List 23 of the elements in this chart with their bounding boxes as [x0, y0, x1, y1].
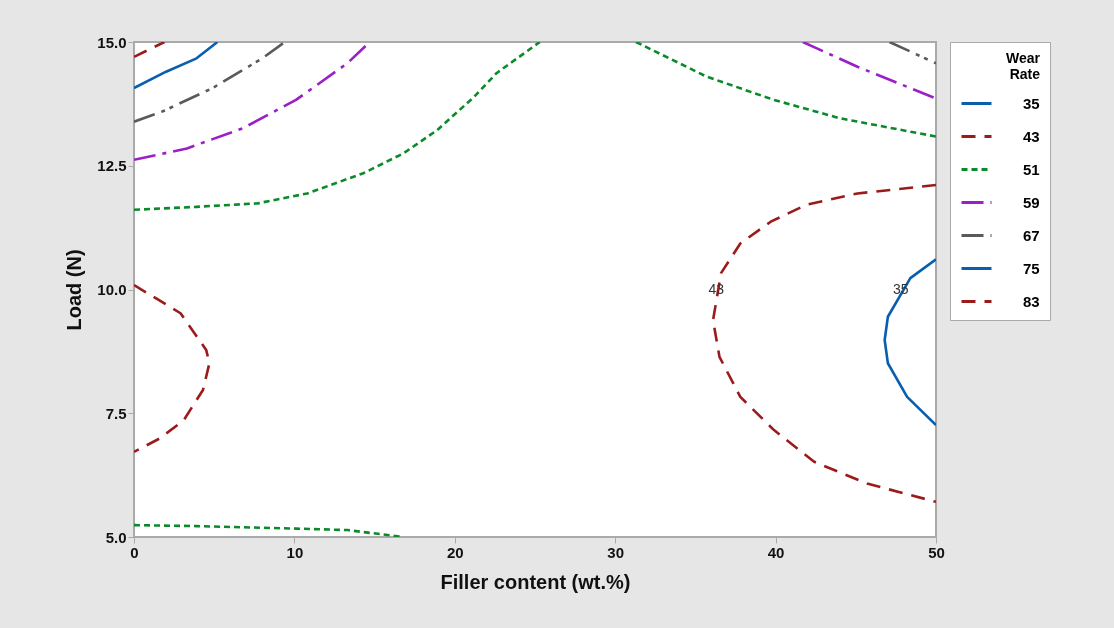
x-tick-label: 10	[286, 543, 304, 561]
y-tick-label: 15.0	[97, 33, 127, 51]
legend-label: 51	[1023, 160, 1040, 178]
legend-title: Wear Rate	[1006, 50, 1041, 82]
y-axis-title: Load (N)	[63, 249, 86, 331]
line-series	[883, 258, 936, 427]
legend-label: 35	[1023, 94, 1040, 112]
y-tick-label: 7.5	[105, 404, 127, 422]
y-tick-label: 5.0	[105, 528, 127, 546]
x-tick-label: 0	[130, 543, 139, 561]
y-tick-label: 10.0	[97, 281, 127, 298]
x-tick-label: 30	[607, 543, 625, 561]
x-tick-label: 40	[767, 543, 785, 561]
legend-label: 59	[1023, 193, 1040, 211]
x-tick-label: 20	[446, 543, 464, 561]
x-axis-title: Filler content (wt.%)	[440, 570, 631, 593]
y-tick-label: 12.5	[97, 157, 127, 175]
legend-label: 43	[1023, 127, 1040, 145]
legend-label: 67	[1023, 226, 1040, 244]
legend-label: 83	[1023, 292, 1040, 310]
legend-label: 75	[1023, 259, 1040, 277]
x-tick-label: 50	[928, 543, 945, 561]
line-series	[134, 42, 219, 90]
